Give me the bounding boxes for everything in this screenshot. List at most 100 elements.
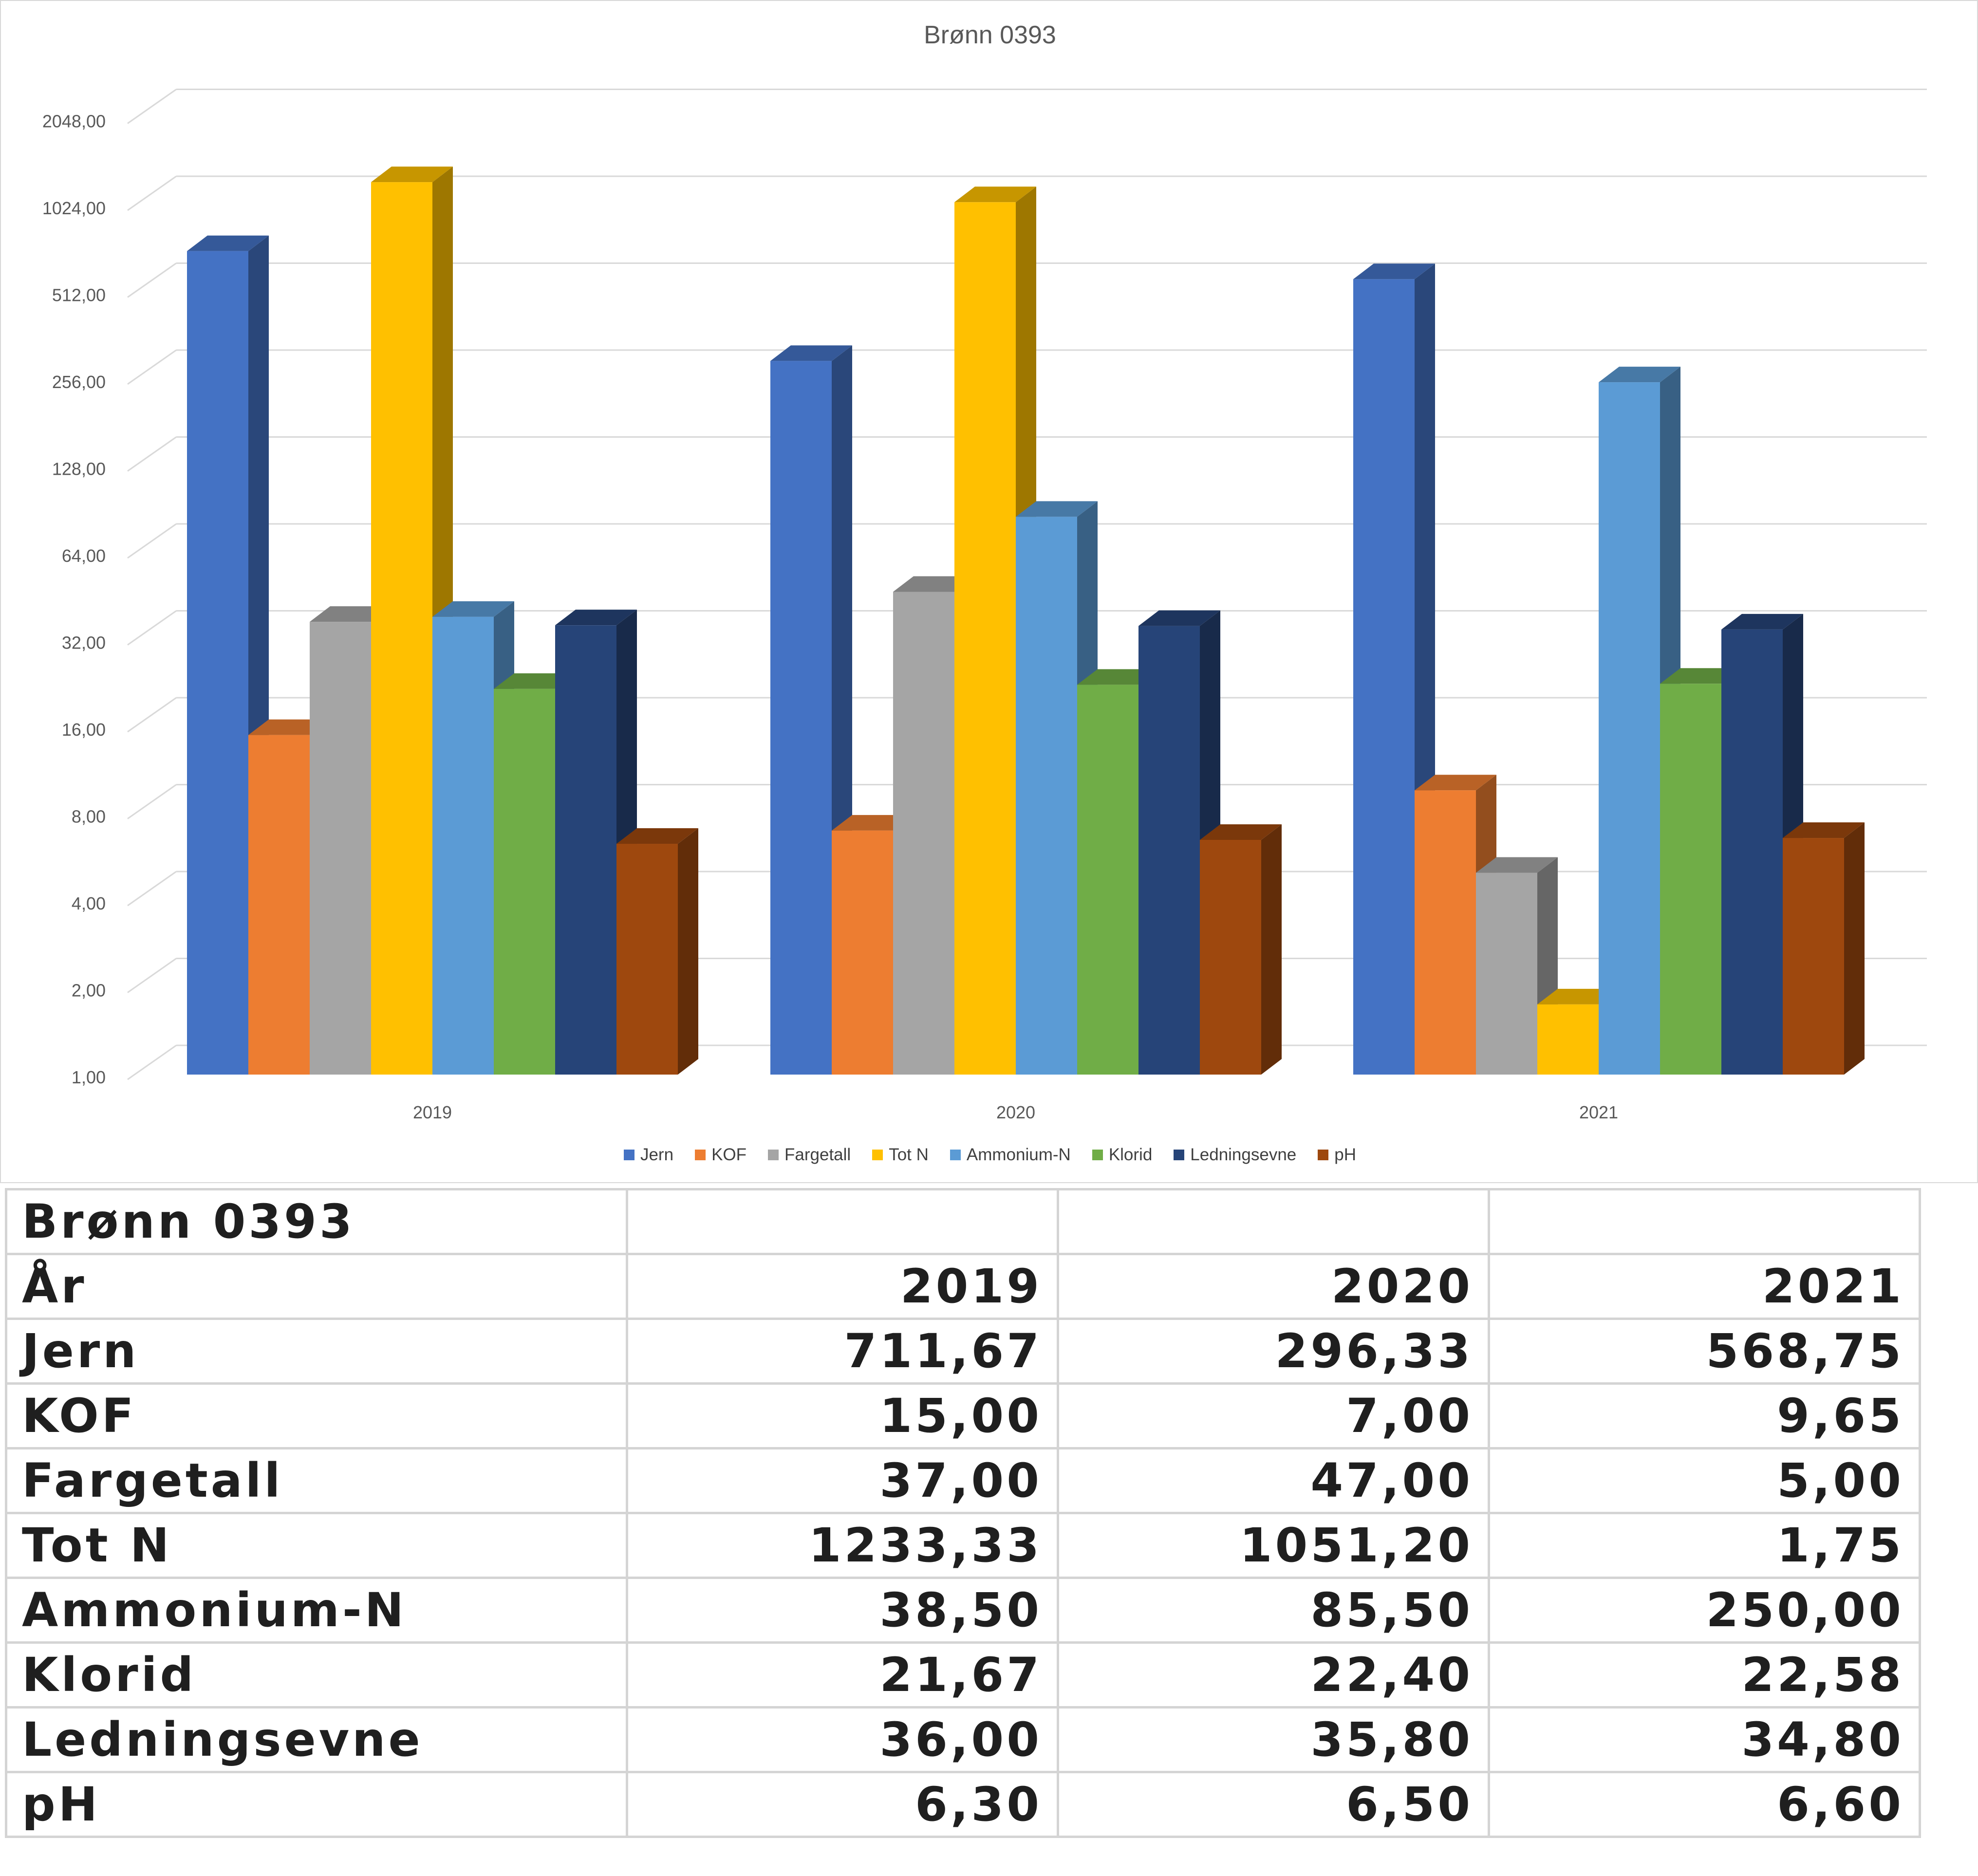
gridline-side [127,1044,177,1080]
gridline-side [127,262,177,298]
bar [616,844,678,1075]
bar-top [555,610,637,626]
legend-item: pH [1318,1145,1356,1165]
legend-swatch [872,1150,883,1160]
y-tick-label: 256,00 [52,372,106,392]
table-row-label: Klorid [5,1641,628,1709]
bar [1353,279,1415,1075]
bar-side [1261,824,1282,1075]
bar-top [1476,857,1558,873]
legend-item: Tot N [872,1145,929,1165]
bar [1077,685,1138,1075]
gridline-side [127,784,177,819]
bar-top [1783,822,1865,838]
bar-top [432,601,514,617]
table-cell: 2021 [1488,1253,1921,1320]
legend-label: KOF [711,1145,747,1164]
y-tick-label: 512,00 [52,285,106,305]
gridline-side [127,175,177,211]
table-row: Ammonium-N 38,50 85,50 250,00 [5,1577,1921,1644]
bar [1660,684,1721,1075]
legend-label: Ledningsevne [1190,1145,1297,1164]
legend-swatch [623,1150,634,1160]
bar-top [1353,263,1435,279]
bar-side [1844,822,1865,1075]
x-tick-label: 2020 [996,1102,1035,1122]
table-cell: 1233,33 [626,1512,1059,1579]
table-cell: 296,33 [1057,1318,1490,1385]
legend-item: KOF [695,1145,746,1165]
x-tick-label: 2021 [1579,1102,1618,1122]
legend-label: Fargetall [784,1145,851,1164]
chart-legend: Jern KOF Fargetall Tot N Ammonium-N Klorid Led… [1,1145,1978,1165]
gridline-side [127,958,177,993]
bar [1537,1004,1599,1075]
bar [1599,382,1660,1075]
legend-item: Jern [623,1145,674,1165]
legend-swatch [695,1150,706,1160]
bar-top [1599,367,1680,383]
table-cell: 85,50 [1057,1577,1490,1644]
y-tick-label: 4,00 [72,893,106,913]
table-cell: 35,80 [1057,1706,1490,1773]
bar [1016,517,1077,1075]
table-row-label: Jern [5,1318,628,1385]
data-table: Brønn 0393 År 2019 2020 2021 Jern 711,67 296,33… [5,1188,1921,1838]
table-cell: 38,50 [626,1577,1059,1644]
legend-label: pH [1334,1145,1357,1164]
legend-swatch [1318,1150,1329,1160]
bar-top [1721,613,1803,630]
bar-top [1016,501,1098,517]
legend-item: Ledningsevne [1174,1145,1296,1165]
bar-top [1415,775,1496,791]
gridline-side [127,89,177,124]
table-row: pH 6,30 6,50 6,60 [5,1771,1921,1838]
table-cell: 47,00 [1057,1447,1490,1514]
table-cell [1488,1188,1921,1255]
y-tick-label: 1,00 [72,1067,106,1087]
bar [432,616,494,1075]
bar [954,202,1016,1075]
bar [494,688,555,1075]
table-row-label: Ledningsevne [5,1706,628,1773]
legend-label: Jern [640,1145,674,1164]
bar [1415,790,1476,1075]
table-row: Fargetall 37,00 47,00 5,00 [5,1447,1921,1514]
table-row-label: pH [5,1771,628,1838]
bar [248,735,310,1075]
table-row: Klorid 21,67 22,40 22,58 [5,1641,1921,1709]
table-cell: 6,50 [1057,1771,1490,1838]
bar [1721,629,1783,1075]
legend-item: Ammonium-N [950,1145,1071,1165]
table-cell: 1,75 [1488,1512,1921,1579]
table-cell: 2020 [1057,1253,1490,1320]
bar-top [616,828,698,844]
legend-label: Klorid [1108,1145,1153,1164]
gridline-side [127,697,177,733]
bar [770,361,832,1075]
y-tick-label: 32,00 [62,633,106,653]
bar-side [678,828,698,1075]
gridline-side [127,436,177,472]
table-row: Jern 711,67 296,33 568,75 [5,1318,1921,1385]
y-tick-label: 2048,00 [42,111,106,131]
bar [1783,838,1844,1075]
table-cell: 21,67 [626,1641,1059,1709]
table-cell: 711,67 [626,1318,1059,1385]
table-cell [1057,1188,1490,1255]
bar [1476,873,1537,1075]
bar-top [1138,610,1220,626]
table-cell: 6,30 [626,1771,1059,1838]
bar [371,182,432,1075]
bar-chart: 1,00 2,00 4,00 8,00 16,00 32,00 64,00 128,00 256… [42,89,1927,1122]
table-row-label: Brønn 0393 [5,1188,628,1255]
table-row-label: Fargetall [5,1447,628,1514]
bar-top [1200,824,1282,840]
bar-top [770,345,852,361]
legend-item: Fargetall [768,1145,851,1165]
gridline-side [127,349,177,385]
data-table-panel: Brønn 0393 År 2019 2020 2021 Jern 711,67 296,33… [0,1183,1978,1876]
table-cell: 36,00 [626,1706,1059,1773]
legend-swatch [1092,1150,1103,1160]
table-cell: 250,00 [1488,1577,1921,1644]
